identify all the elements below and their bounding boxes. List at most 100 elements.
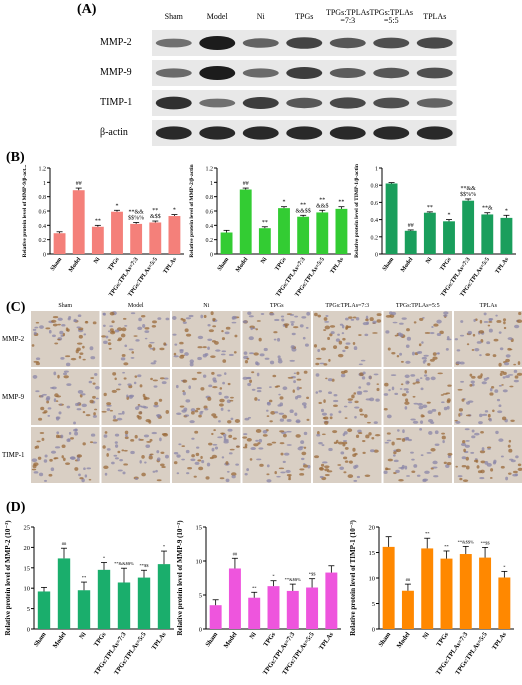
bar bbox=[479, 557, 492, 629]
ihc-cell bbox=[185, 333, 192, 337]
ihc-cell bbox=[255, 439, 259, 442]
y-tick-label: 1 bbox=[210, 181, 213, 187]
ihc-cell bbox=[113, 454, 118, 457]
ihc-cell bbox=[210, 311, 214, 316]
category-label: Sham bbox=[33, 631, 48, 649]
ihc-cell bbox=[469, 384, 473, 387]
ihc-cell bbox=[361, 376, 366, 380]
ihc-cell bbox=[44, 454, 48, 458]
significance-mark: **&$$% bbox=[458, 539, 475, 544]
ihc-cell bbox=[384, 441, 389, 444]
ihc-cell bbox=[92, 414, 97, 418]
ihc-cell bbox=[373, 421, 378, 424]
ihc-cell bbox=[225, 461, 229, 465]
ihc-cell bbox=[513, 379, 519, 383]
ihc-cell bbox=[293, 326, 299, 329]
ihc-cell bbox=[328, 447, 333, 452]
ihc-cell bbox=[341, 332, 345, 335]
ihc-cell bbox=[230, 396, 234, 399]
lane-label: TPGs:TPLAs =7:3 bbox=[326, 8, 370, 25]
ihc-cell bbox=[441, 432, 445, 435]
ihc-cell bbox=[124, 436, 129, 440]
bar bbox=[209, 605, 222, 629]
ihc-cell bbox=[68, 316, 72, 319]
ihc-cell bbox=[221, 456, 225, 459]
ihc-cell bbox=[286, 419, 292, 422]
ihc-cell bbox=[90, 433, 96, 437]
ihc-cell bbox=[344, 345, 349, 350]
ihc-cell bbox=[197, 346, 203, 349]
ihc-cell bbox=[422, 404, 428, 409]
ihc-cell bbox=[474, 347, 480, 352]
ihc-cell bbox=[401, 464, 405, 469]
ihc-cell bbox=[300, 457, 305, 461]
ihc-cell bbox=[190, 458, 196, 462]
y-tick-label: 0.4 bbox=[39, 224, 47, 230]
ihc-cell bbox=[328, 358, 331, 362]
lane-label: Model bbox=[207, 12, 229, 21]
ihc-cell bbox=[406, 336, 412, 341]
ihc-cell bbox=[94, 408, 98, 411]
bar bbox=[325, 572, 338, 629]
ihc-cell bbox=[258, 438, 263, 443]
ihc-cell bbox=[165, 317, 170, 321]
ihc-cell bbox=[109, 409, 113, 412]
ihc-cell bbox=[32, 464, 37, 469]
ihc-cell bbox=[83, 333, 87, 336]
ihc-cell bbox=[224, 331, 230, 335]
ihc-cell bbox=[486, 377, 490, 380]
ihc-cell bbox=[290, 345, 295, 349]
significance-mark: * bbox=[448, 213, 451, 219]
ihc-cell bbox=[383, 393, 389, 396]
ihc-cell bbox=[324, 468, 330, 472]
ihc-cell bbox=[133, 335, 138, 337]
ihc-cell bbox=[388, 388, 391, 392]
ihc-cell bbox=[358, 432, 363, 435]
ihc-cell bbox=[280, 315, 285, 318]
ihc-cell bbox=[230, 417, 234, 421]
ihc-cell bbox=[296, 378, 302, 381]
ihc-cell bbox=[61, 323, 66, 327]
category-label: Model bbox=[235, 256, 249, 273]
bar bbox=[443, 221, 455, 254]
ihc-cell bbox=[384, 382, 389, 387]
ihc-cell bbox=[48, 329, 52, 334]
ihc-cell bbox=[391, 386, 395, 391]
ihc-cell bbox=[441, 401, 445, 404]
ihc-cell bbox=[432, 466, 438, 469]
ihc-cell bbox=[479, 354, 482, 357]
ihc-cell bbox=[51, 319, 57, 323]
ihc-cell bbox=[212, 319, 216, 322]
ihc-cell bbox=[484, 410, 489, 413]
y-tick-label: 0.4 bbox=[206, 224, 214, 230]
ihc-cell bbox=[219, 477, 225, 480]
significance-mark: ## bbox=[408, 223, 414, 229]
ihc-cell bbox=[399, 322, 404, 325]
ihc-cell bbox=[191, 437, 195, 440]
ihc-cell bbox=[412, 420, 419, 424]
ihc-cell bbox=[394, 334, 398, 337]
ihc-cell bbox=[351, 394, 355, 399]
ihc-cell bbox=[66, 383, 72, 386]
ihc-cell bbox=[220, 353, 226, 356]
ihc-cell bbox=[256, 362, 260, 366]
ihc-cell bbox=[277, 355, 281, 359]
ihc-cell bbox=[88, 478, 92, 481]
ihc-cell bbox=[92, 382, 96, 385]
ihc-cell bbox=[137, 374, 142, 378]
ihc-cell bbox=[77, 314, 82, 318]
ihc-cell bbox=[376, 319, 382, 323]
category-label: TPLAs bbox=[495, 256, 511, 275]
bar bbox=[278, 208, 290, 254]
category-label: Model bbox=[68, 256, 82, 273]
ihc-cell bbox=[281, 318, 285, 322]
ihc-cell bbox=[341, 324, 345, 329]
ihc-cell bbox=[79, 352, 84, 356]
ihc-cell bbox=[514, 375, 519, 379]
significance-mark: * bbox=[173, 208, 176, 214]
ihc-cell bbox=[134, 434, 138, 439]
category-label: TPLAs bbox=[151, 631, 168, 652]
ihc-cell bbox=[181, 445, 186, 448]
ihc-cell bbox=[200, 410, 204, 413]
ihc-cell bbox=[354, 400, 359, 404]
